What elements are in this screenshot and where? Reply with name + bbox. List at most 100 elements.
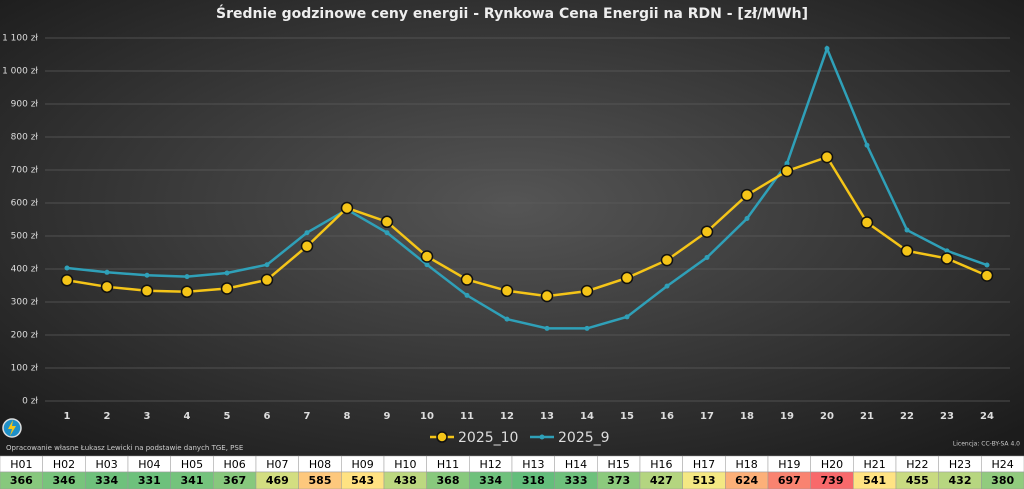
data-point: [340, 201, 354, 215]
data-point: [584, 325, 590, 331]
data-point: [784, 160, 790, 166]
table-header: H16: [650, 458, 672, 471]
table-value: 373: [607, 474, 630, 487]
background: [0, 0, 1024, 456]
y-tick-label: 200 zł: [11, 331, 39, 341]
y-tick-label: 1 100 zł: [2, 34, 38, 44]
data-point: [624, 314, 630, 320]
table-header: H14: [565, 458, 587, 471]
data-point: [660, 253, 674, 267]
table-value: 543: [351, 474, 374, 487]
data-point: [740, 188, 754, 202]
table-header: H15: [608, 458, 630, 471]
y-tick-label: 300 zł: [11, 298, 39, 308]
x-tick-label: 23: [940, 411, 954, 422]
table-header: H21: [864, 458, 886, 471]
x-tick-label: 4: [184, 411, 191, 422]
table-value: 368: [437, 474, 460, 487]
data-point: [820, 150, 834, 164]
data-point: [424, 262, 430, 268]
data-point: [500, 284, 514, 298]
table-value: 366: [10, 474, 33, 487]
table-header: H18: [736, 458, 758, 471]
x-tick-label: 18: [740, 411, 754, 422]
data-point: [744, 216, 750, 222]
x-tick-label: 20: [820, 411, 834, 422]
data-point: [380, 215, 394, 229]
table-header: H12: [480, 458, 502, 471]
data-point: [64, 265, 70, 271]
table-header: H23: [949, 458, 971, 471]
data-point: [304, 230, 310, 236]
table-header: H01: [10, 458, 32, 471]
series-line: [66, 45, 988, 330]
data-point: [264, 262, 270, 268]
data-point: [100, 280, 114, 294]
series-line: [66, 155, 988, 298]
data-point: [900, 244, 914, 258]
table-value: 380: [991, 474, 1014, 487]
table-header: H22: [906, 458, 928, 471]
data-point: [620, 271, 634, 285]
x-tick-label: 9: [384, 411, 391, 422]
table-value: 432: [949, 474, 972, 487]
x-tick-label: 6: [264, 411, 271, 422]
table-header: H07: [266, 458, 288, 471]
x-tick-label: 12: [500, 411, 514, 422]
y-tick-label: 1 000 zł: [2, 67, 38, 77]
table-value: 341: [181, 474, 204, 487]
table-value: 438: [394, 474, 417, 487]
y-tick-label: 0 zł: [22, 397, 38, 407]
data-point: [664, 283, 670, 289]
x-tick-label: 5: [224, 411, 231, 422]
x-tick-label: 22: [900, 411, 914, 422]
data-point: [700, 225, 714, 238]
data-point: [104, 269, 110, 275]
table-header: H20: [821, 458, 843, 471]
license-note: Licencja: CC-BY-SA 4.0: [953, 441, 1020, 448]
y-tick-label: 100 zł: [11, 364, 39, 374]
table-value: 334: [479, 474, 502, 487]
data-point: [980, 269, 994, 282]
x-tick-label: 1: [64, 411, 71, 422]
data-point: [944, 248, 950, 254]
data-point: [300, 239, 314, 253]
chart-title: Średnie godzinowe ceny energii - Rynkowa…: [216, 4, 808, 22]
table-header: H05: [181, 458, 203, 471]
legend-swatch: [436, 431, 448, 443]
data-point: [780, 164, 794, 178]
data-point: [940, 252, 954, 265]
data-point: [460, 273, 474, 286]
data-point: [824, 46, 830, 52]
table-value: 333: [565, 474, 588, 487]
table-header: H09: [352, 458, 374, 471]
data-point: [184, 274, 190, 280]
table-value: 334: [95, 474, 118, 487]
y-tick-label: 800 zł: [11, 133, 39, 143]
x-tick-label: 14: [580, 411, 594, 422]
data-point: [860, 216, 874, 229]
x-tick-label: 13: [540, 411, 554, 422]
table-value: 427: [650, 474, 673, 487]
data-point: [420, 250, 434, 263]
table-value: 697: [778, 474, 801, 487]
table-value: 585: [309, 474, 332, 487]
data-point: [220, 282, 234, 295]
table-value: 513: [693, 474, 716, 487]
x-tick-label: 24: [980, 411, 994, 422]
data-point: [580, 284, 594, 298]
x-tick-label: 8: [344, 411, 351, 422]
data-point: [224, 270, 230, 276]
x-tick-label: 19: [780, 411, 794, 422]
x-tick-label: 17: [700, 411, 714, 422]
table-value: 624: [735, 474, 758, 487]
y-tick-label: 500 zł: [11, 232, 39, 242]
x-tick-label: 15: [620, 411, 634, 422]
table-value: 331: [138, 474, 161, 487]
data-point: [904, 227, 910, 233]
y-tick-label: 600 zł: [11, 199, 39, 209]
data-point: [984, 262, 990, 268]
logo: [2, 418, 22, 438]
data-point: [140, 284, 154, 298]
table-header: H19: [778, 458, 800, 471]
